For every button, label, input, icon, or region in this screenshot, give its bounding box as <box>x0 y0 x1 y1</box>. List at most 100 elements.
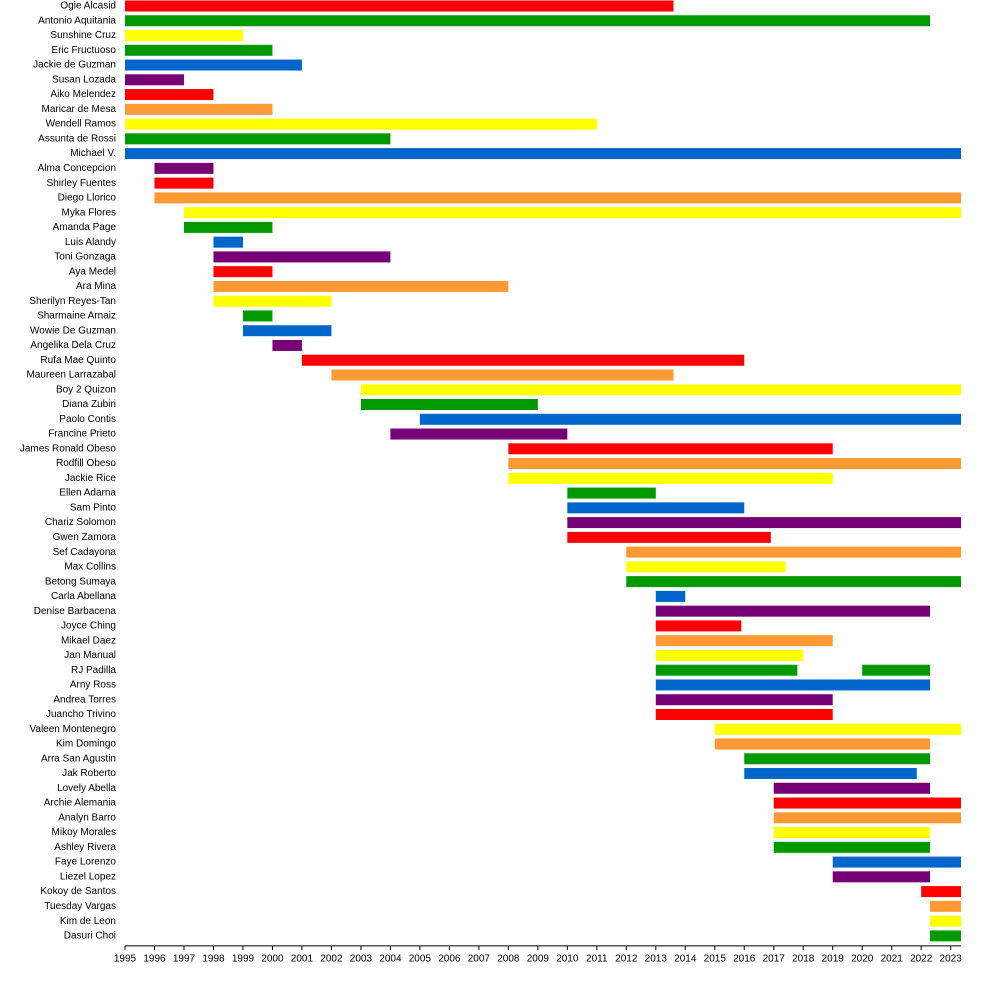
bar <box>125 44 273 56</box>
row-label: Juancho Trivino <box>46 709 116 720</box>
bar <box>125 74 184 86</box>
bar <box>744 768 917 780</box>
x-tick-label: 2006 <box>438 954 461 965</box>
bar <box>242 325 332 337</box>
row-label: Toni Gonzaga <box>54 252 116 263</box>
bar <box>832 856 961 868</box>
bar <box>930 915 961 927</box>
row-label: Analyn Barro <box>58 812 116 823</box>
row-label: Sharmaine Arnaiz <box>37 311 116 322</box>
row-label: Amanda Page <box>53 222 117 233</box>
bar <box>626 561 786 573</box>
x-tick-label: 2018 <box>792 954 815 965</box>
row-label: Arny Ross <box>70 680 116 691</box>
row-label: Kim de Leon <box>60 916 116 927</box>
row-label: Mikael Daez <box>61 635 116 646</box>
bar <box>744 753 931 765</box>
bar <box>714 723 961 735</box>
row-label: Sam Pinto <box>70 502 117 513</box>
row-label: Arra San Agustin <box>41 753 116 764</box>
row-label: Max Collins <box>64 562 116 573</box>
x-tick-label: 1996 <box>143 954 166 965</box>
bar <box>213 236 243 248</box>
row-label: Jan Manual <box>64 650 116 661</box>
bar <box>773 841 931 853</box>
bar <box>213 251 391 263</box>
row-label: Lovely Abella <box>57 783 116 794</box>
x-tick-label: 2016 <box>733 954 756 965</box>
bar <box>390 428 568 440</box>
bar <box>213 295 332 307</box>
x-tick-label: 2023 <box>940 954 963 965</box>
row-label: Jackie Rice <box>65 473 117 484</box>
row-label: Rufa Mae Quinto <box>40 355 116 366</box>
bar <box>626 576 961 588</box>
bar <box>183 221 273 233</box>
bar <box>773 782 931 794</box>
row-label: Angelika Dela Cruz <box>30 340 116 351</box>
x-tick-label: 2007 <box>468 954 491 965</box>
x-tick-label: 1997 <box>173 954 196 965</box>
row-label: Mikoy Morales <box>52 827 116 838</box>
row-label: Faye Lorenzo <box>55 857 117 868</box>
x-tick-label: 2019 <box>822 954 845 965</box>
row-label: Valeen Montenegro <box>29 724 116 735</box>
bar <box>655 664 798 676</box>
bar <box>125 15 931 27</box>
row-label: Diego Llorico <box>58 193 117 204</box>
row-label: Ara Mina <box>76 281 116 292</box>
bar <box>655 694 833 706</box>
row-label: Francine Prieto <box>48 429 116 440</box>
row-label: Michael V. <box>70 148 116 159</box>
row-label: Wendell Ramos <box>46 119 116 130</box>
row-label: RJ Padilla <box>71 665 116 676</box>
x-tick-label: 2012 <box>615 954 638 965</box>
row-label: Wowie De Guzman <box>30 325 116 336</box>
row-label: Boy 2 Quizon <box>56 384 116 395</box>
bar <box>242 310 273 322</box>
x-tick-label: 2014 <box>674 954 697 965</box>
bar <box>125 0 674 12</box>
bar <box>360 399 538 411</box>
bar <box>655 605 931 617</box>
bar <box>154 162 214 174</box>
row-label: Sef Cadayona <box>53 547 117 558</box>
bar <box>125 30 243 42</box>
row-label: Liezel Lopez <box>60 871 116 882</box>
bar <box>154 192 962 204</box>
bar <box>419 413 961 425</box>
x-tick-label: 2020 <box>851 954 874 965</box>
bar <box>125 89 214 101</box>
bar <box>508 472 833 484</box>
bar <box>567 531 771 543</box>
row-label: Maricar de Mesa <box>42 104 117 115</box>
x-tick-label: 2009 <box>527 954 550 965</box>
x-tick-label: 2013 <box>645 954 668 965</box>
bar <box>773 797 961 809</box>
row-label: Antonio Aquitania <box>38 15 116 26</box>
row-label: James Ronald Obeso <box>20 443 117 454</box>
bar <box>655 708 833 720</box>
bar <box>360 384 961 396</box>
x-tick-label: 2011 <box>586 954 608 965</box>
bar <box>272 339 302 351</box>
x-tick-label: 2005 <box>409 954 432 965</box>
bar <box>862 664 931 676</box>
bar <box>125 133 391 145</box>
bar <box>567 517 961 529</box>
x-tick-label: 2001 <box>291 954 314 965</box>
bar <box>655 649 804 661</box>
row-label: Myka Flores <box>62 207 116 218</box>
row-label: Joyce Ching <box>61 621 116 632</box>
row-label: Jackie de Guzman <box>33 60 116 71</box>
row-label: Tuesday Vargas <box>44 901 116 912</box>
row-label: Eric Fructuoso <box>52 45 117 56</box>
row-label: Chariz Solomon <box>45 517 116 528</box>
bar <box>655 620 742 632</box>
bar <box>125 148 961 160</box>
bar <box>331 369 674 381</box>
row-label: Gwen Zamora <box>53 532 117 543</box>
bar <box>508 443 833 455</box>
bar <box>213 280 509 292</box>
x-tick-label: 2017 <box>763 954 786 965</box>
